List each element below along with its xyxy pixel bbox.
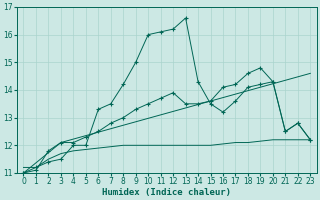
X-axis label: Humidex (Indice chaleur): Humidex (Indice chaleur) [102,188,231,197]
